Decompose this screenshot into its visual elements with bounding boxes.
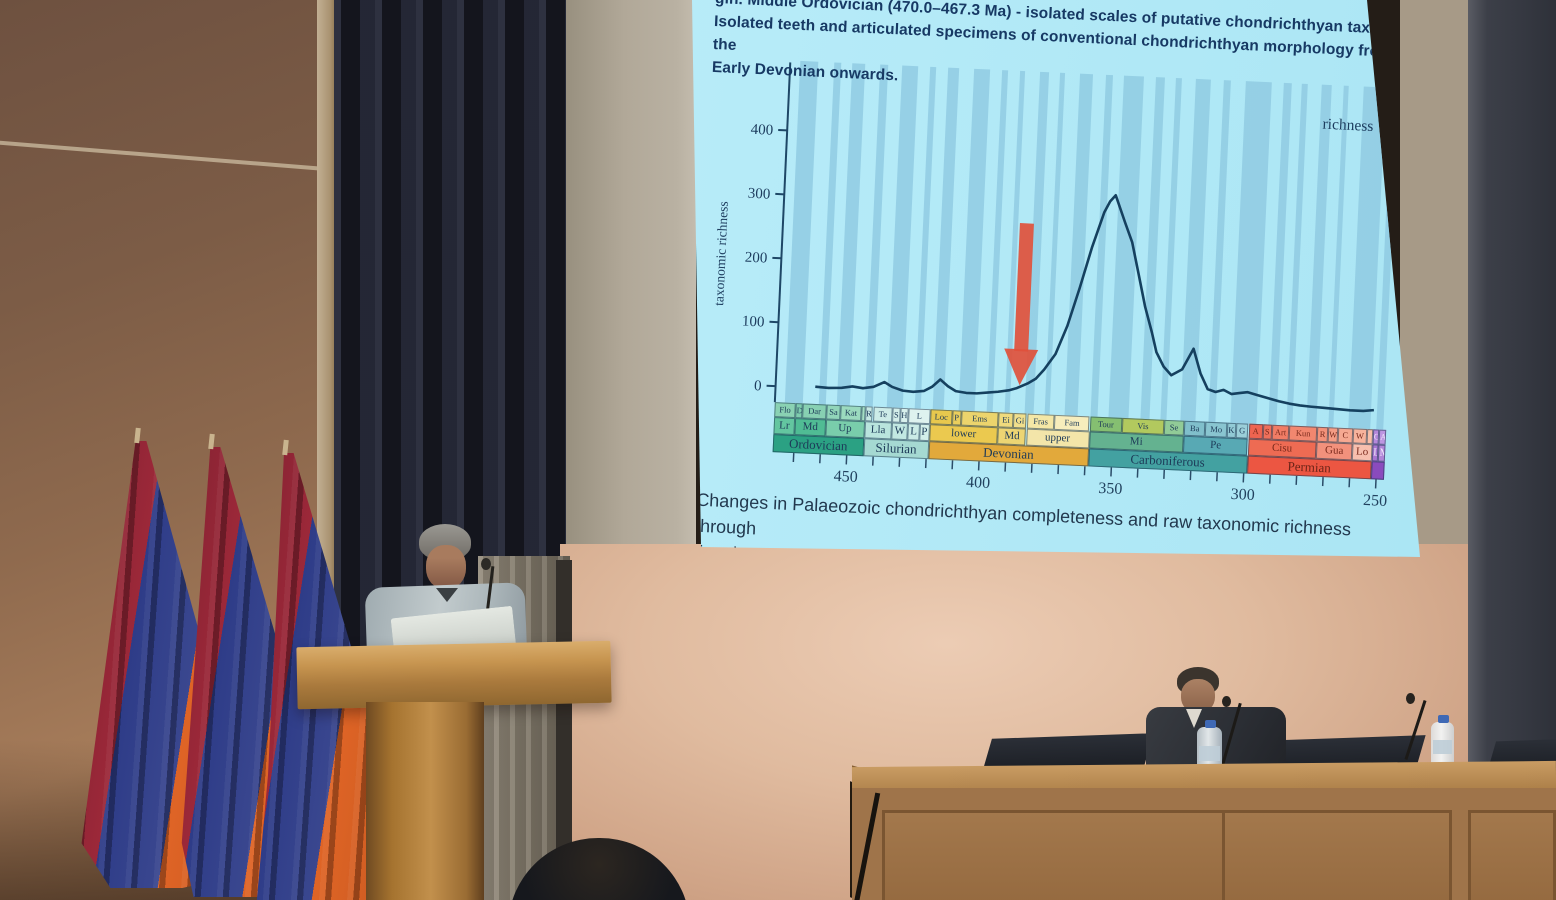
speaker-face (426, 545, 466, 589)
podium-microphone-icon (481, 558, 491, 570)
table-microphone-icon (1222, 696, 1231, 707)
svg-text:100: 100 (742, 314, 765, 331)
richness-chart-svg: 0 100 200 300 400 450 400 350 300 250 richness taxo… (711, 60, 1399, 510)
svg-text:400: 400 (750, 122, 773, 139)
table-wood-panel (882, 810, 1235, 900)
svg-text:450: 450 (833, 468, 858, 486)
right-dark-pillar (1468, 0, 1556, 772)
svg-text:0: 0 (754, 378, 762, 394)
wall-pilaster (317, 0, 336, 660)
podium-column (366, 702, 484, 900)
head-table-front (852, 788, 1556, 900)
presentation-slide: 0 100 200 300 400 450 400 350 300 250 richness taxo… (692, 0, 1420, 557)
lit-wall-strip (566, 0, 696, 584)
table-wood-panel (1222, 810, 1452, 900)
svg-text:250: 250 (1363, 492, 1388, 510)
svg-text:400: 400 (966, 474, 991, 492)
svg-text:taxonomic richness: taxonomic richness (711, 201, 731, 306)
svg-text:350: 350 (1098, 480, 1123, 498)
svg-text:200: 200 (745, 250, 768, 267)
water-bottle (1431, 715, 1454, 768)
svg-text:300: 300 (747, 186, 770, 203)
svg-text:richness: richness (1322, 116, 1374, 135)
podium-top (296, 640, 612, 710)
richness-chart: 0 100 200 300 400 450 400 350 300 250 richness taxo… (692, 0, 1420, 557)
svg-text:300: 300 (1230, 486, 1255, 504)
table-microphone-icon (1406, 693, 1415, 704)
table-wood-panel (1468, 810, 1556, 900)
